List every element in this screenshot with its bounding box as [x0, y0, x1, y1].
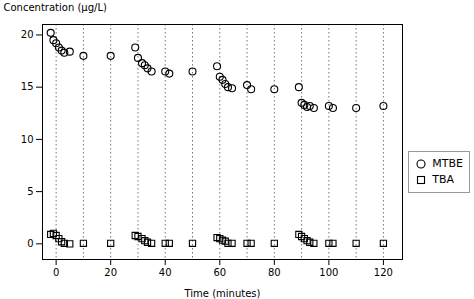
- html-text:TBA: TBA: [432, 173, 455, 186]
- svg-text:10: 10: [21, 134, 34, 145]
- svg-text:Time (minutes): Time (minutes): [184, 288, 261, 299]
- svg-text:20: 20: [104, 267, 117, 278]
- svg-text:5: 5: [27, 186, 33, 197]
- svg-text:40: 40: [159, 267, 172, 278]
- svg-text:120: 120: [374, 267, 393, 278]
- svg-text:Concentration (μg/L): Concentration (μg/L): [4, 2, 107, 13]
- svg-text:100: 100: [319, 267, 338, 278]
- svg-text:60: 60: [213, 267, 226, 278]
- svg-text:20: 20: [21, 29, 34, 40]
- html-text:MTBE: MTBE: [432, 157, 463, 170]
- svg-text:15: 15: [21, 81, 34, 92]
- svg-text:0: 0: [27, 238, 33, 249]
- svg-text:0: 0: [53, 267, 59, 278]
- svg-text:80: 80: [268, 267, 281, 278]
